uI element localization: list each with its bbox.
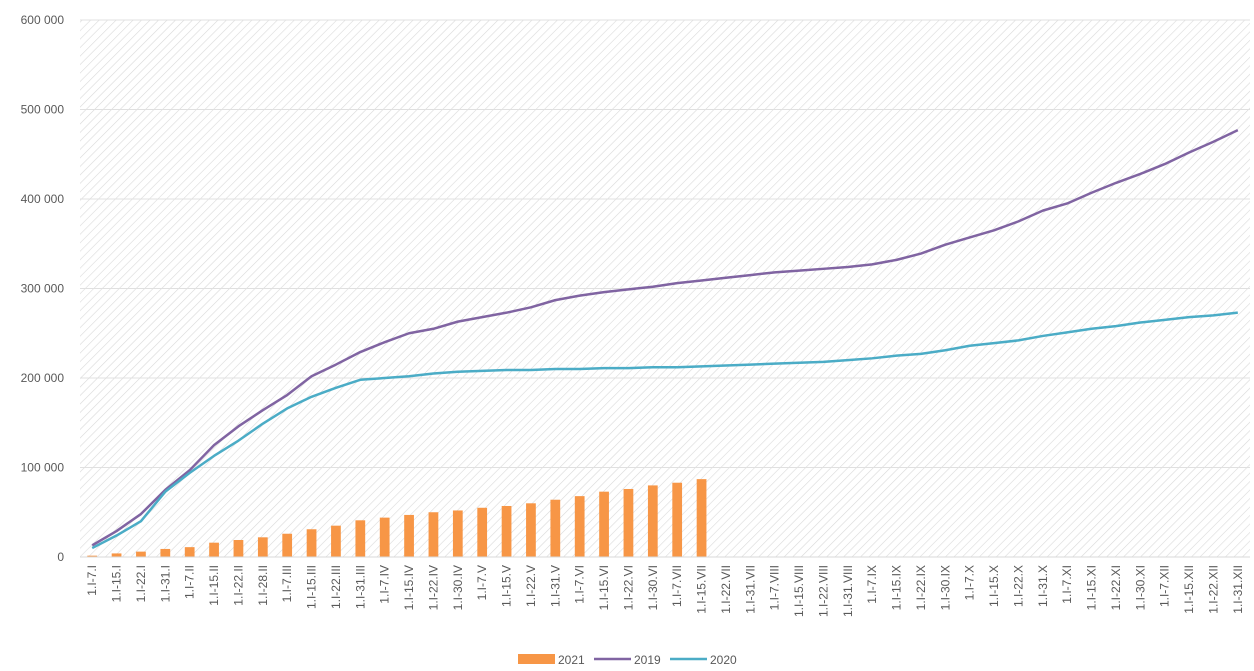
x-tick-label: 1.I-30.VI <box>646 565 660 610</box>
x-tick-label: 1.I-30.IX <box>938 565 952 610</box>
bar <box>696 479 707 557</box>
x-tick-label: 1.I-15.VIII <box>792 565 806 617</box>
legend-label: 2020 <box>710 653 737 666</box>
bar <box>623 488 634 557</box>
x-tick-label: 1.I-7.VIII <box>768 565 782 610</box>
bar <box>257 537 268 557</box>
x-tick-label: 1.I-15.XI <box>1085 565 1099 610</box>
legend-label: 2021 <box>558 653 585 666</box>
x-tick-label: 1.I-30.XI <box>1133 565 1147 610</box>
x-tick-label: 1.I-22.XI <box>1109 565 1123 610</box>
y-tick-label: 400 000 <box>21 192 65 206</box>
bar <box>282 533 293 557</box>
x-tick-label: 1.I-31.I <box>158 565 172 602</box>
x-tick-label: 1.I-22.VI <box>621 565 635 610</box>
x-tick-label: 1.I-7.XII <box>1158 565 1172 607</box>
line-series <box>91 311 1238 550</box>
bar <box>355 520 366 557</box>
x-tick-label: 1.I-15.VII <box>695 565 709 614</box>
x-tick-label: 1.I-15.IV <box>402 565 416 610</box>
x-tick-label: 1.I-22.VIII <box>816 565 830 617</box>
bar <box>111 553 122 557</box>
bar <box>599 491 609 557</box>
y-tick-label: 0 <box>57 550 64 564</box>
x-tick-label: 1.I-7.II <box>183 565 197 599</box>
x-tick-label: 1.I-31.VII <box>743 565 757 614</box>
bar <box>428 512 439 557</box>
x-tick-label: 1.I-15.V <box>500 565 514 607</box>
bar <box>452 510 463 557</box>
x-tick-label: 1.I-22.IX <box>914 565 928 610</box>
bar <box>477 507 488 557</box>
y-tick-label: 200 000 <box>21 371 65 385</box>
x-tick-label: 1.I-7.I <box>85 565 99 596</box>
x-tick-label: 1.I-7.X <box>963 565 977 600</box>
y-tick-label: 100 000 <box>21 461 65 475</box>
x-tick-label: 1.I-30.IV <box>451 565 465 610</box>
x-tick-label: 1.I-15.XII <box>1182 565 1196 614</box>
x-tick-label: 1.I-31.V <box>548 565 562 607</box>
legend-label: 2019 <box>634 653 661 666</box>
x-tick-label: 1.I-7.V <box>475 565 489 600</box>
bar <box>379 517 390 557</box>
x-tick-label: 1.I-31.X <box>1036 565 1050 607</box>
x-tick-label: 1.I-22.II <box>231 565 245 606</box>
x-tick-label: 1.I-22.I <box>134 565 148 602</box>
x-tick-label: 1.I-15.I <box>110 565 124 602</box>
x-tick-label: 1.I-22.XII <box>1206 565 1220 614</box>
x-tick-label: 1.I-7.VII <box>670 565 684 607</box>
y-tick-label: 300 000 <box>21 282 65 296</box>
bar <box>87 555 98 557</box>
bar <box>574 496 585 557</box>
x-tick-label: 1.I-22.III <box>329 565 343 609</box>
x-tick-label: 1.I-15.II <box>207 565 221 606</box>
bar <box>136 551 146 557</box>
bar <box>331 525 341 557</box>
x-tick-label: 1.I-15.IX <box>890 565 904 610</box>
x-tick-label: 1.I-31.VIII <box>841 565 855 617</box>
x-tick-label: 1.I-7.XI <box>1060 565 1074 604</box>
line-series <box>91 128 1239 547</box>
bar <box>233 539 244 557</box>
x-tick-label: 1.I-7.III <box>280 565 294 602</box>
x-tick-label: 1.I-7.IV <box>378 565 392 604</box>
x-tick-label: 1.I-31.XII <box>1231 565 1245 614</box>
x-tick-label: 1.I-7.IX <box>865 565 879 604</box>
x-tick-label: 1.I-22.VII <box>719 565 733 614</box>
y-tick-label: 500 000 <box>21 103 65 117</box>
bar <box>209 542 219 557</box>
x-tick-label: 1.I-7.VI <box>573 565 587 604</box>
legend-swatch <box>518 654 555 664</box>
x-tick-label: 1.I-15.X <box>987 565 1001 607</box>
bar <box>160 548 171 557</box>
bar <box>404 514 414 557</box>
bar <box>501 505 512 557</box>
bar <box>647 485 658 557</box>
x-tick-label: 1.I-15.III <box>305 565 319 609</box>
bar <box>550 499 561 557</box>
x-tick-label: 1.I-22.X <box>1011 565 1025 607</box>
x-tick-label: 1.I-22.IV <box>426 565 440 610</box>
x-tick-label: 1.I-22.V <box>524 565 538 607</box>
bar <box>672 482 683 557</box>
bar <box>306 529 317 557</box>
bar <box>526 503 536 557</box>
x-tick-label: 1.I-28.II <box>256 565 270 606</box>
x-tick-label: 1.I-15.VI <box>597 565 611 610</box>
y-tick-label: 600 000 <box>21 13 65 27</box>
x-tick-label: 1.I-31.III <box>353 565 367 609</box>
bar <box>184 547 195 557</box>
